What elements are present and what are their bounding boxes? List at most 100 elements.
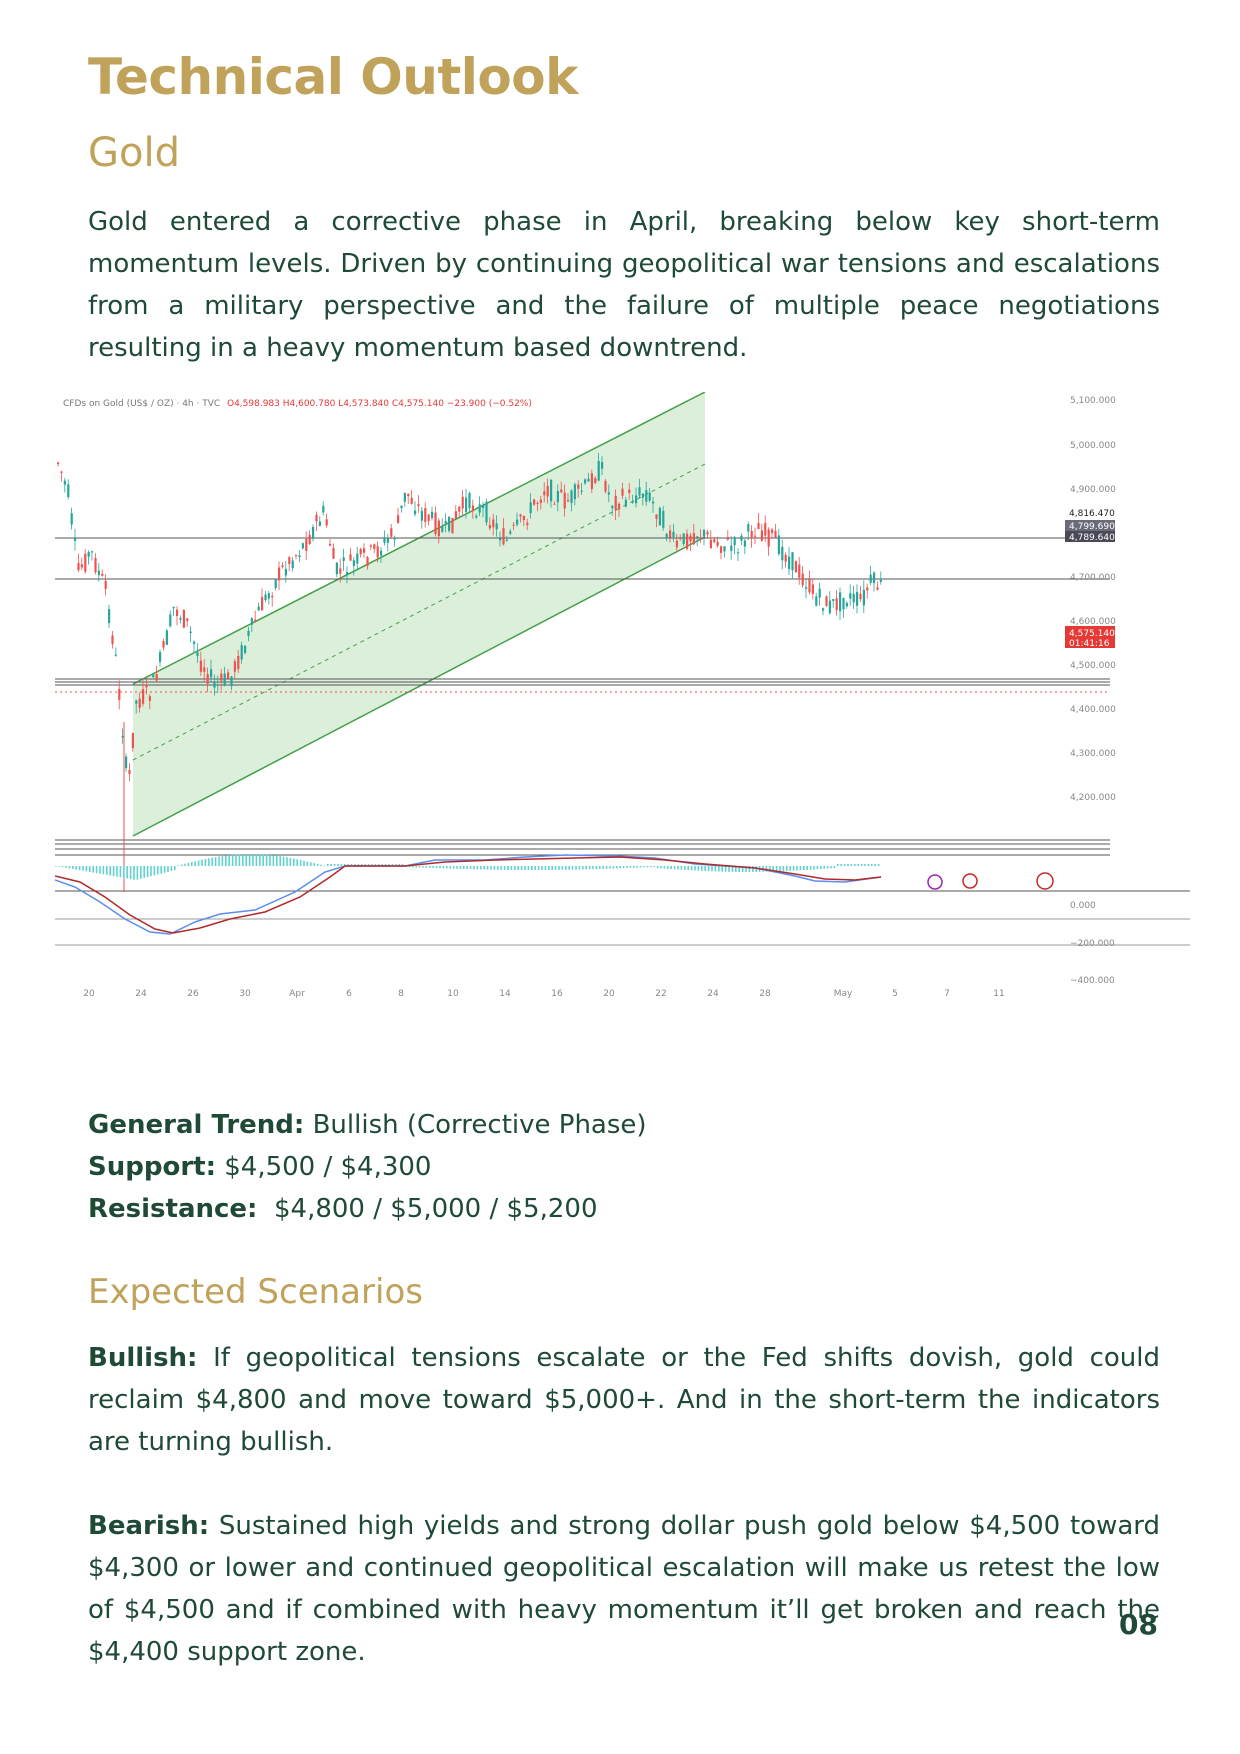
histogram-bar: [809, 866, 812, 870]
bearish-scenario: Bearish: Sustained high yields and stron…: [88, 1505, 1160, 1673]
histogram-bar: [371, 864, 373, 866]
candle-body: [482, 504, 485, 509]
candle-body: [441, 526, 444, 532]
histogram-bar: [548, 866, 550, 870]
candle-body: [437, 520, 440, 537]
histogram-bar: [150, 866, 152, 877]
candle-body: [199, 660, 202, 672]
candle-body: [658, 507, 661, 526]
histogram-bar: [473, 866, 475, 870]
candle-body: [662, 510, 665, 528]
histogram-bar: [670, 866, 672, 870]
candle-body: [771, 529, 774, 533]
osc-tick: 0.000: [1070, 901, 1096, 911]
histogram-bar: [612, 866, 615, 869]
histogram-bar: [327, 864, 329, 866]
histogram-bar: [259, 854, 261, 866]
current-price-tag: 4,575.140: [1069, 629, 1115, 639]
histogram-bar: [847, 864, 849, 866]
candle-body: [274, 579, 277, 589]
histogram-bar: [208, 858, 210, 866]
candle-body: [876, 587, 879, 590]
histogram-bar: [626, 866, 628, 869]
candle-body: [866, 587, 869, 591]
histogram-bar: [231, 854, 234, 866]
candle-body: [254, 619, 257, 622]
histogram-bar: [136, 866, 139, 880]
histogram-bar: [350, 864, 353, 866]
histogram-bar: [673, 866, 676, 870]
candle-body: [845, 602, 848, 607]
candle-body: [624, 499, 627, 507]
price-tick: 4,200.000: [1070, 793, 1116, 803]
histogram-bar: [877, 864, 880, 866]
histogram-bar: [779, 866, 781, 872]
candle-body: [475, 515, 478, 518]
candle-body: [284, 568, 287, 576]
chart-symbol-text: CFDs on Gold (US$ / OZ) · 4h · TVC: [63, 399, 220, 409]
chart-header: CFDs on Gold (US$ / OZ) · 4h · TVC O4,59…: [63, 399, 532, 409]
histogram-bar: [415, 866, 417, 868]
intro-paragraph: Gold entered a corrective phase in April…: [88, 207, 1160, 363]
histogram-bar: [340, 864, 343, 866]
histogram-bar: [184, 863, 186, 866]
candle-body: [397, 515, 400, 523]
histogram-bar: [82, 866, 84, 871]
us-flag-icon[interactable]: [1036, 872, 1054, 890]
candle-body: [774, 530, 777, 539]
candle-body: [869, 574, 872, 583]
histogram-bar: [412, 866, 414, 868]
candle-body: [818, 588, 821, 598]
level-tag-bg: [1065, 531, 1115, 542]
event-lightning-icon[interactable]: [927, 874, 943, 890]
histogram-bar: [119, 866, 122, 878]
candle-body: [94, 557, 97, 573]
histogram-bar: [874, 864, 876, 866]
histogram-bar: [323, 865, 326, 867]
candle-body: [189, 631, 192, 633]
candle-body: [121, 735, 124, 738]
price-tick: 4,300.000: [1070, 749, 1116, 759]
level-tag-mid1: 4,799.690: [1069, 522, 1115, 532]
histogram-bar: [806, 866, 808, 870]
candle-body: [828, 600, 831, 614]
histogram-bar: [480, 866, 482, 870]
histogram-bar: [653, 866, 655, 868]
date-tick: 10: [447, 989, 459, 999]
candle-body: [223, 673, 226, 685]
candle-body: [138, 698, 141, 708]
candle-body: [686, 533, 689, 549]
candle-body: [628, 489, 631, 493]
candle-body: [699, 538, 702, 540]
histogram-bar: [143, 866, 145, 878]
histogram-bar: [850, 864, 853, 866]
candle-body: [233, 661, 236, 672]
histogram-bar: [636, 866, 638, 868]
key-levels: General Trend: Bullish (Corrective Phase…: [88, 1104, 647, 1230]
histogram-bar: [65, 866, 67, 868]
histogram-bar: [820, 866, 822, 870]
candle-body: [427, 514, 430, 521]
candle-body: [713, 539, 716, 543]
date-tick: 5: [892, 989, 898, 999]
candle-body: [777, 535, 780, 554]
candle-body: [240, 645, 243, 660]
histogram-bar: [299, 859, 302, 866]
candle-body: [227, 672, 230, 680]
candle-body: [560, 489, 563, 493]
trend-label: General Trend:: [88, 1110, 305, 1140]
histogram-bar: [333, 864, 336, 866]
candle-body: [597, 461, 600, 481]
us-flag-icon[interactable]: [962, 873, 978, 889]
histogram-bar: [55, 866, 57, 867]
histogram-bar: [276, 855, 278, 866]
histogram-bar: [395, 864, 397, 866]
candle-body: [152, 674, 155, 678]
bullish-scenario: Bullish: If geopolitical tensions escala…: [88, 1337, 1160, 1463]
candle-body: [696, 536, 699, 538]
candle-body: [611, 505, 614, 509]
histogram-bar: [218, 856, 220, 866]
candle-body: [281, 565, 284, 568]
histogram-bar: [588, 866, 591, 870]
histogram-bar: [799, 866, 802, 871]
